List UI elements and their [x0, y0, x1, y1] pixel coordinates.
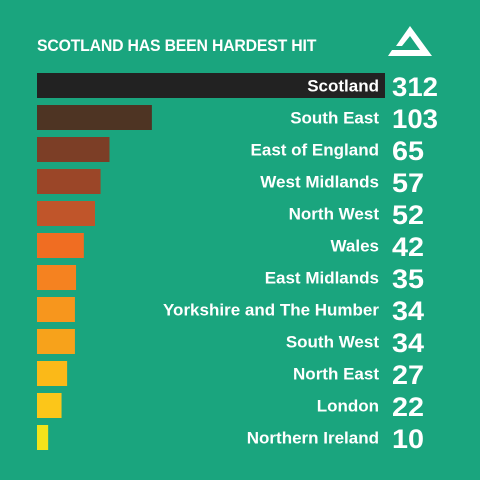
- bar-scotland: [37, 73, 385, 98]
- chart-title: SCOTLAND HAS BEEN HARDEST HIT: [37, 36, 317, 55]
- bar-london: [37, 393, 62, 418]
- category-label: South East: [290, 109, 379, 128]
- bar-south-east: [37, 105, 152, 130]
- category-label: North West: [289, 205, 380, 224]
- bar-south-west: [37, 329, 75, 354]
- category-label: Scotland: [307, 77, 379, 96]
- category-label: East Midlands: [265, 269, 379, 288]
- value-label: 103: [392, 104, 438, 134]
- value-label: 42: [392, 232, 424, 262]
- value-label: 10: [392, 424, 424, 454]
- bar-wales: [37, 233, 84, 258]
- value-label: 27: [392, 360, 424, 390]
- value-label: 57: [392, 168, 424, 198]
- bar-north-west: [37, 201, 95, 226]
- bar-west-midlands: [37, 169, 101, 194]
- value-label: 312: [392, 72, 438, 102]
- value-label: 52: [392, 200, 424, 230]
- triangle-logo-icon: [388, 26, 432, 56]
- category-label: Wales: [330, 237, 379, 256]
- category-label: Northern Ireland: [247, 429, 379, 448]
- category-label: London: [317, 397, 379, 416]
- value-label: 22: [392, 392, 424, 422]
- value-label: 34: [392, 328, 424, 358]
- category-label: South West: [286, 333, 380, 352]
- value-label: 35: [392, 264, 424, 294]
- bar-east-of-england: [37, 137, 110, 162]
- category-label: East of England: [251, 141, 379, 160]
- bar-east-midlands: [37, 265, 77, 290]
- value-label: 34: [392, 296, 424, 326]
- value-label: 65: [392, 136, 424, 166]
- bar-north-east: [37, 361, 68, 386]
- bar-yorkshire-and-the-humber: [37, 297, 75, 322]
- category-label: Yorkshire and The Humber: [163, 301, 379, 320]
- bar-northern-ireland: [37, 425, 49, 450]
- category-label: North East: [293, 365, 379, 384]
- category-label: West Midlands: [260, 173, 379, 192]
